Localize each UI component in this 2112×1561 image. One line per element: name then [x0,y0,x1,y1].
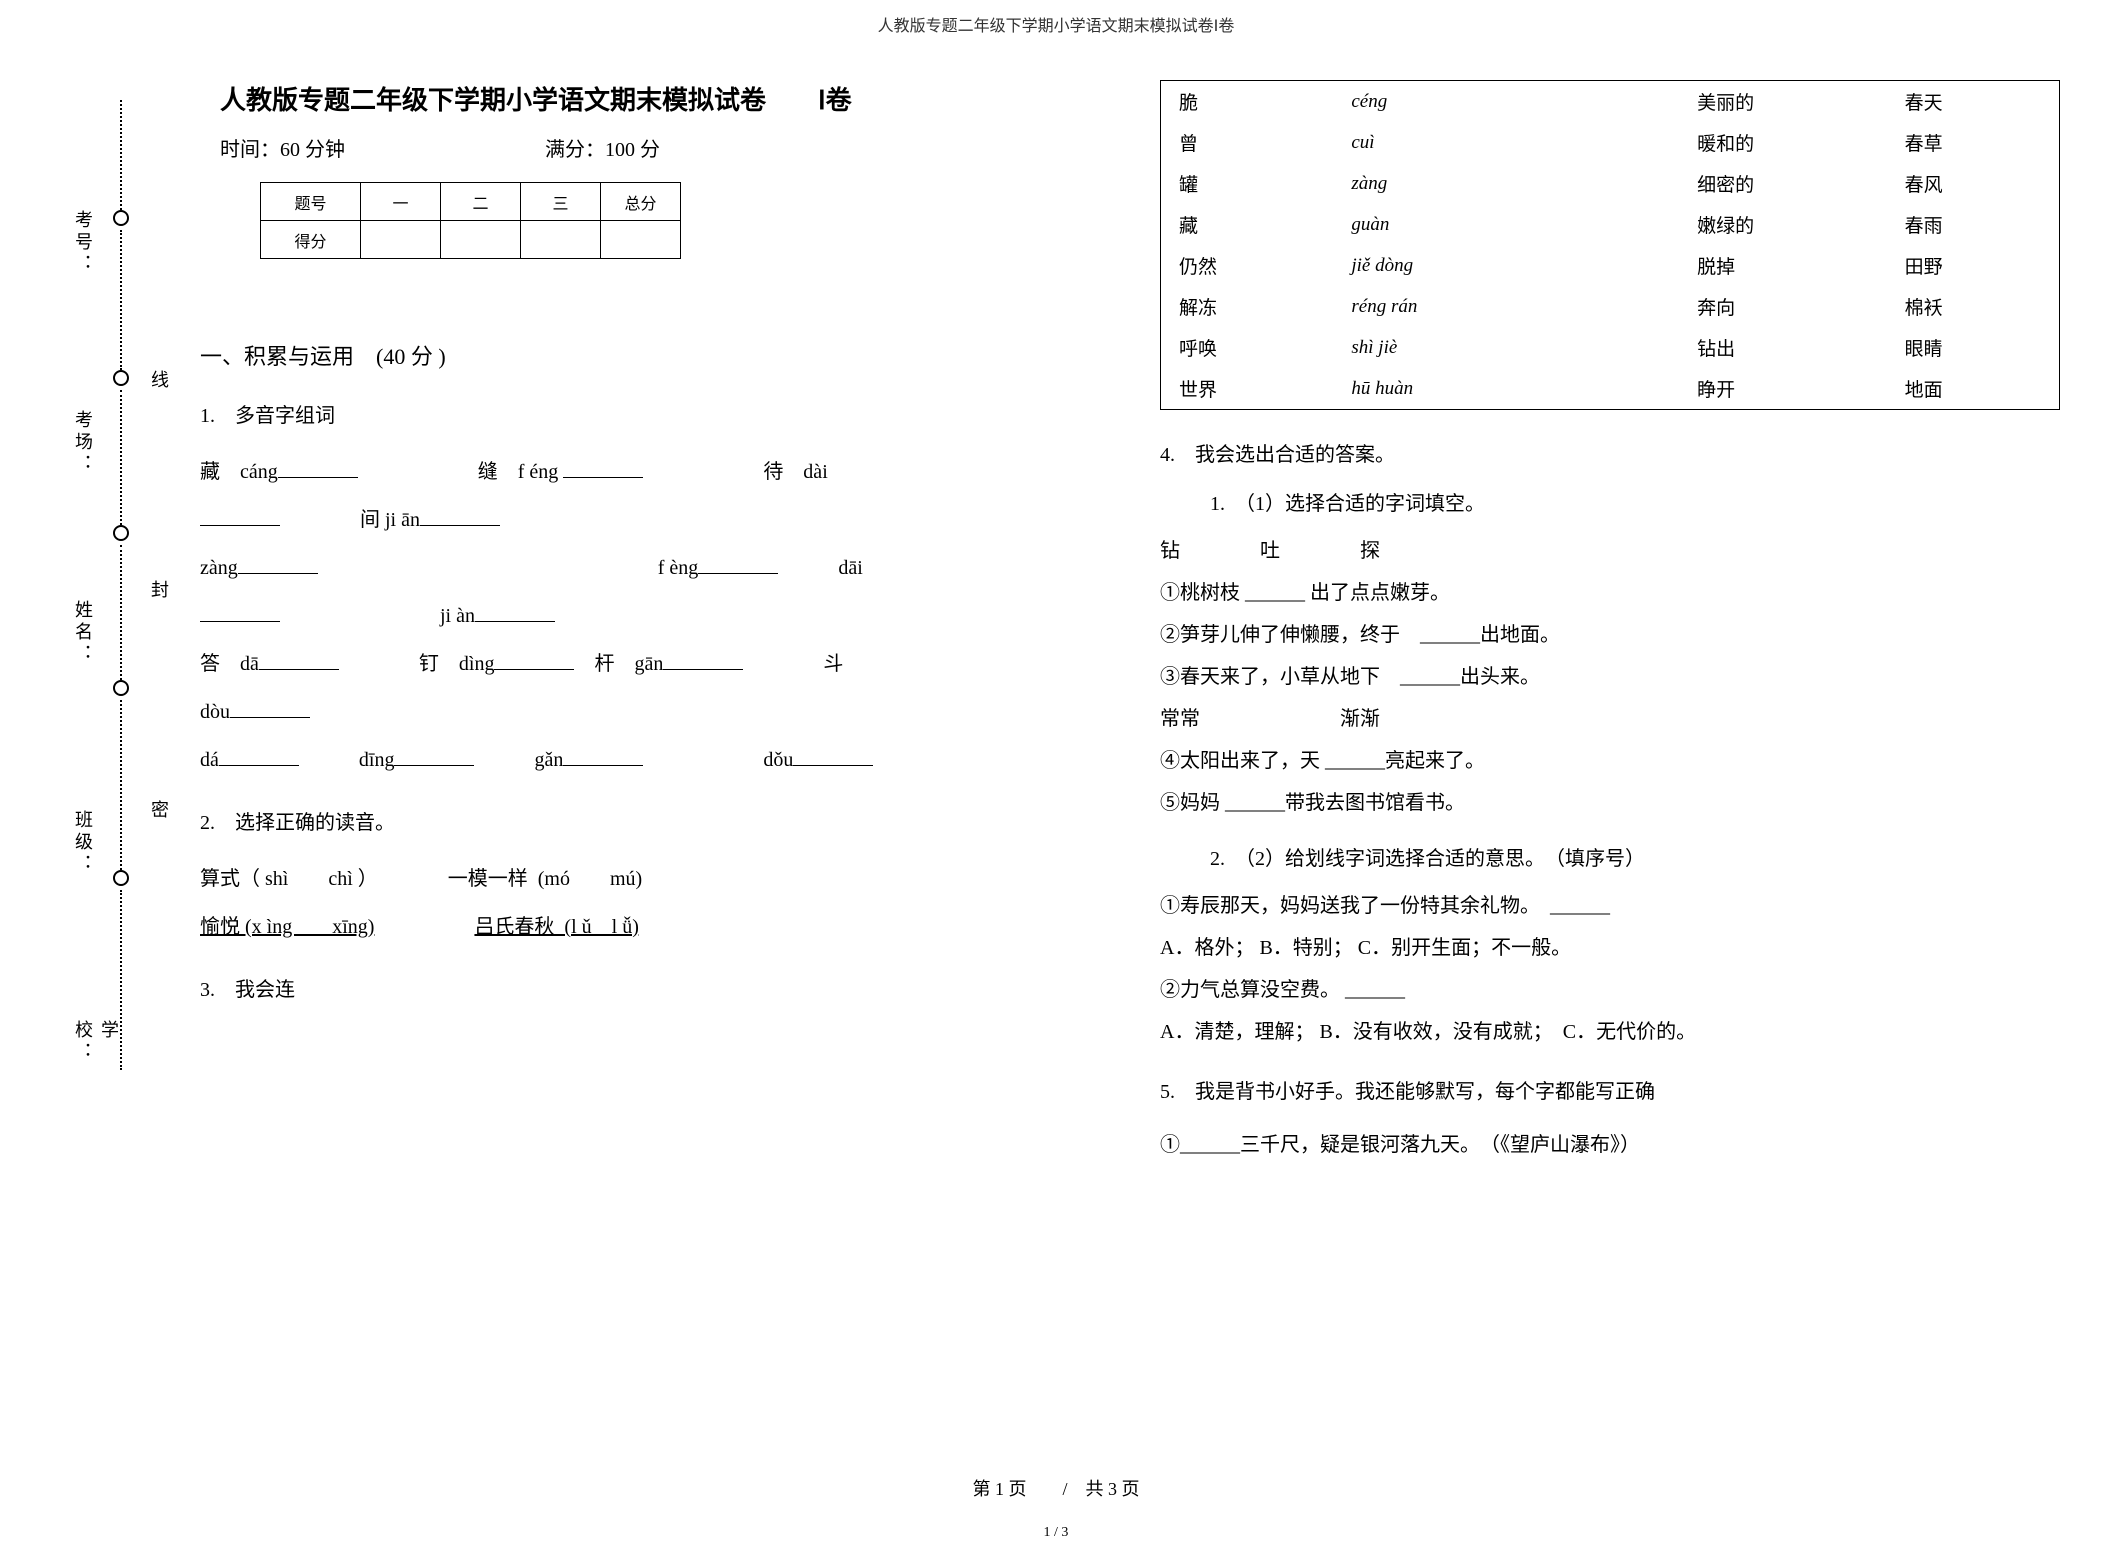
match-cell: zàng [1333,163,1679,204]
q4-heading: 4. 我会选出合适的答案。 [1160,438,2060,467]
time-value: 60 分钟 [280,139,345,161]
th-score: 得分 [261,221,361,259]
match-cell: shì jiè [1333,327,1679,368]
th-3: 三 [521,183,601,221]
match-cell: 春草 [1887,122,2060,163]
match-cell: 脆 [1161,81,1334,123]
match-cell: guàn [1333,204,1679,245]
match-cell: 眼睛 [1887,327,2060,368]
match-cell: 脱掉 [1679,245,1886,286]
match-row: 脆céng美丽的春天 [1161,81,2060,123]
match-cell: 嫩绿的 [1679,204,1886,245]
match-row: 曾cuì暖和的春草 [1161,122,2060,163]
right-column: 脆céng美丽的春天曾cuì暖和的春草罐zàng细密的春风藏guàn嫩绿的春雨仍… [1160,80,2060,1166]
match-cell: 呼唤 [1161,327,1334,368]
circle-marker [113,680,129,696]
page-footer: 第 1 页 / 共 3 页 [0,1475,2112,1501]
match-cell: 地面 [1887,368,2060,410]
exam-title: 人教版专题二年级下学期小学语文期末模拟试卷 Ⅰ卷 [220,80,1100,117]
q2-heading: 2. 选择正确的读音。 [200,806,1100,835]
match-cell: 罐 [1161,163,1334,204]
exam-subtitle: 时间：60 分钟 满分：100 分 [200,133,1100,162]
match-row: 世界hū huàn睁开地面 [1161,368,2060,410]
match-cell: 田野 [1887,245,2060,286]
q3-heading: 3. 我会连 [200,973,1100,1002]
match-cell: 解冻 [1161,286,1334,327]
th-total: 总分 [601,183,681,221]
q5-heading: 5. 我是背书小好手。我还能够默写，每个字都能写正确 [1160,1075,2060,1104]
time-label: 时间： [220,139,280,161]
q4-sub2: 2. （2）给划线字词选择合适的意思。 （填序号） [1210,842,2060,871]
left-column: 人教版专题二年级下学期小学语文期末模拟试卷 Ⅰ卷 时间：60 分钟 满分：100… [200,80,1100,1166]
label-class: 班级： [70,810,96,876]
match-cell: 奔向 [1679,286,1886,327]
circle-marker [113,870,129,886]
match-row: 仍然jiě dòng脱掉田野 [1161,245,2060,286]
binding-margin: 考号： 考场： 姓名： 班级： 学校： 线 封 密 [60,80,140,1080]
th-qnum: 题号 [261,183,361,221]
match-cell: 春雨 [1887,204,2060,245]
page-fraction: 1 / 3 [0,1525,2112,1541]
q5-body: ①______三千尺，疑是银河落九天。 （《望庐山瀑布》） [1160,1124,2060,1166]
match-cell: 棉袄 [1887,286,2060,327]
circle-marker [113,210,129,226]
dotted-line [120,700,122,870]
match-cell: 仍然 [1161,245,1334,286]
label-name: 姓名： [70,600,96,666]
match-cell: 春天 [1887,81,2060,123]
dotted-line [120,545,122,680]
seal-line-1: 线 [146,370,172,392]
score-table: 题号 一 二 三 总分 得分 [260,182,681,259]
label-school: 学校： [70,1020,122,1080]
match-cell: 世界 [1161,368,1334,410]
score-cell [601,221,681,259]
q4-body2: ①寿辰那天，妈妈送我了一份特其余礼物。 ______ A．格外； B．特别； C… [1160,885,2060,1053]
match-cell: 钻出 [1679,327,1886,368]
q4-sub1: 1. （1）选择合适的字词填空。 [1210,487,2060,516]
match-row: 藏guàn嫩绿的春雨 [1161,204,2060,245]
match-row: 呼唤shì jiè钻出眼睛 [1161,327,2060,368]
q1-body: 藏 cáng 缝 f éng 待 dài 间 ji ān zàng f èng … [200,448,1100,784]
seal-line-3: 密 [146,800,172,822]
match-cell: jiě dòng [1333,245,1679,286]
match-cell: 睁开 [1679,368,1886,410]
doc-header: 人教版专题二年级下学期小学语文期末模拟试卷Ⅰ卷 [0,0,2112,36]
circle-marker [113,525,129,541]
match-cell: céng [1333,81,1679,123]
label-exam-number: 考号： [70,210,96,276]
score-label: 满分： [545,139,605,161]
th-2: 二 [441,183,521,221]
match-cell: réng rán [1333,286,1679,327]
dotted-line [120,390,122,525]
match-cell: 美丽的 [1679,81,1886,123]
match-cell: 藏 [1161,204,1334,245]
match-cell: 暖和的 [1679,122,1886,163]
match-cell: hū huàn [1333,368,1679,410]
match-table: 脆céng美丽的春天曾cuì暖和的春草罐zàng细密的春风藏guàn嫩绿的春雨仍… [1160,80,2060,410]
score-cell [521,221,601,259]
match-row: 罐zàng细密的春风 [1161,163,2060,204]
score-value: 100 分 [605,139,660,161]
content: 人教版专题二年级下学期小学语文期末模拟试卷 Ⅰ卷 时间：60 分钟 满分：100… [200,80,2060,1166]
q2-body: 算式（ shì chì ） 一模一样 (mó mú) 愉悦 (x ìng xīn… [200,855,1100,951]
label-exam-room: 考场： [70,410,96,476]
match-cell: 春风 [1887,163,2060,204]
dotted-line [120,890,122,1070]
score-cell [441,221,521,259]
q1-heading: 1. 多音字组词 [200,399,1100,428]
match-cell: 细密的 [1679,163,1886,204]
section-1-heading: 一、积累与运用 (40 分 ) [200,339,1100,371]
th-1: 一 [361,183,441,221]
match-cell: 曾 [1161,122,1334,163]
circle-marker [113,370,129,386]
score-cell [361,221,441,259]
dotted-line [120,100,122,210]
q4-body: 钻 吐 探 ①桃树枝 ______ 出了点点嫩芽。 ②笋芽儿伸了伸懒腰，终于 _… [1160,530,2060,824]
match-row: 解冻réng rán奔向棉袄 [1161,286,2060,327]
seal-line-2: 封 [146,580,172,602]
dotted-line [120,230,122,370]
match-cell: cuì [1333,122,1679,163]
